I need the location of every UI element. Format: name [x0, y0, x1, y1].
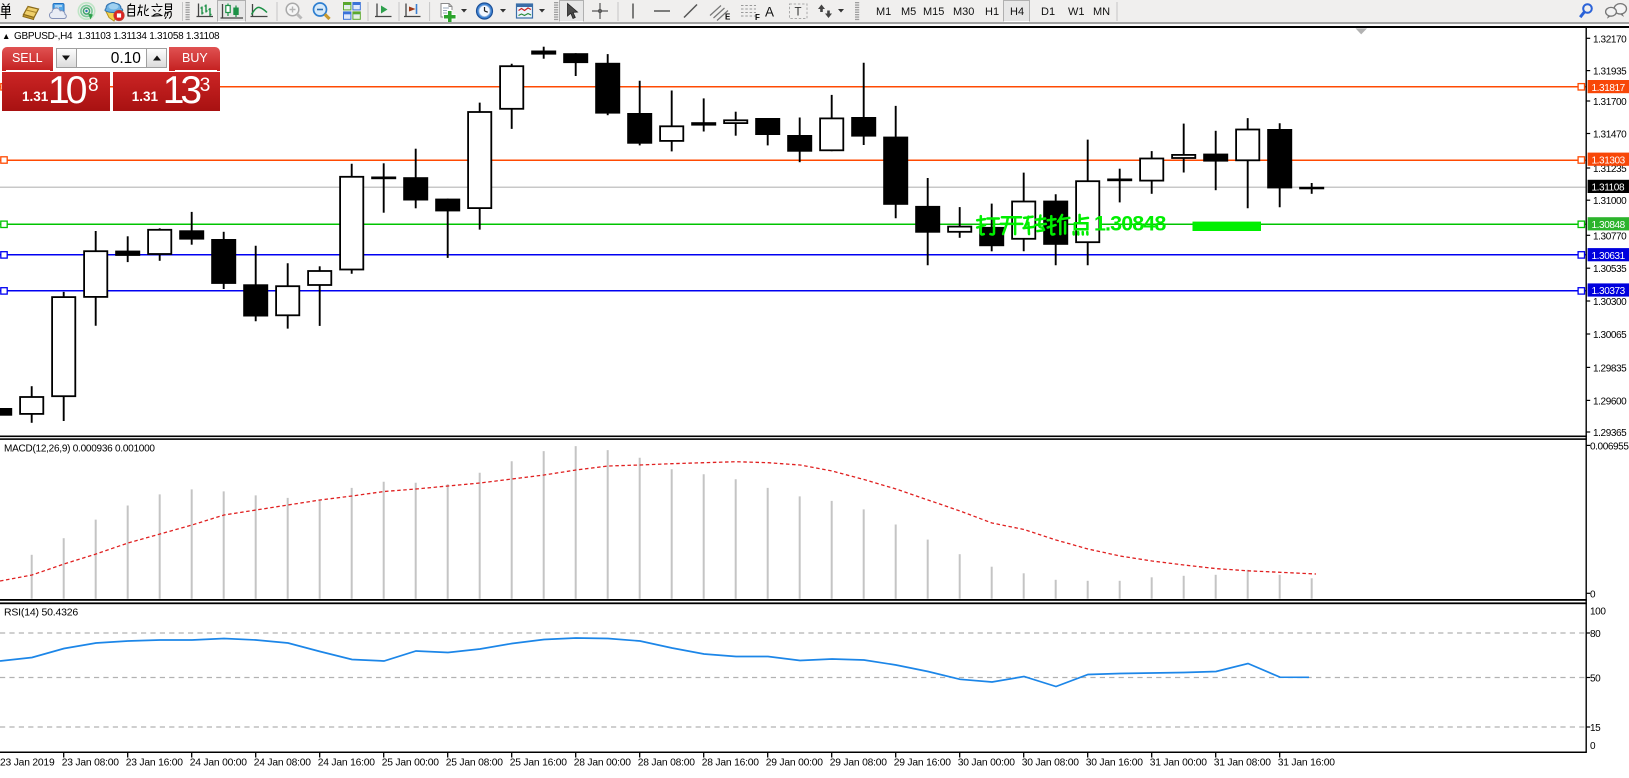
- svg-text:H1: H1: [985, 6, 999, 18]
- svg-text:24 Jan 08:00: 24 Jan 08:00: [254, 758, 312, 769]
- svg-text:A: A: [765, 5, 774, 20]
- svg-text:1.29600: 1.29600: [1593, 396, 1627, 407]
- svg-text:28 Jan 08:00: 28 Jan 08:00: [638, 758, 696, 769]
- svg-text:1.30535: 1.30535: [1593, 264, 1627, 275]
- svg-text:31 Jan 16:00: 31 Jan 16:00: [1278, 758, 1336, 769]
- svg-text:28 Jan 00:00: 28 Jan 00:00: [574, 758, 632, 769]
- svg-text:1.30065: 1.30065: [1593, 330, 1627, 341]
- svg-text:24 Jan 16:00: 24 Jan 16:00: [318, 758, 376, 769]
- svg-text:1.31935: 1.31935: [1593, 67, 1627, 78]
- svg-text:29 Jan 16:00: 29 Jan 16:00: [894, 758, 952, 769]
- svg-text:1.31108: 1.31108: [1592, 183, 1625, 194]
- svg-text:30 Jan 16:00: 30 Jan 16:00: [1086, 758, 1144, 769]
- svg-text:0: 0: [1590, 589, 1596, 600]
- svg-text:0: 0: [1590, 741, 1596, 752]
- svg-text:30 Jan 00:00: 30 Jan 00:00: [958, 758, 1016, 769]
- svg-text:1.30848: 1.30848: [1094, 212, 1166, 236]
- svg-text:29 Jan 00:00: 29 Jan 00:00: [766, 758, 824, 769]
- svg-text:M5: M5: [901, 6, 916, 18]
- svg-text:29 Jan 08:00: 29 Jan 08:00: [830, 758, 888, 769]
- svg-text:25 Jan 00:00: 25 Jan 00:00: [382, 758, 440, 769]
- svg-text:23 Jan 08:00: 23 Jan 08:00: [62, 758, 120, 769]
- svg-text:25 Jan 08:00: 25 Jan 08:00: [446, 758, 504, 769]
- svg-text:1.31235: 1.31235: [1593, 164, 1627, 175]
- svg-text:1.31700: 1.31700: [1593, 97, 1627, 108]
- svg-text:1.32170: 1.32170: [1593, 34, 1627, 45]
- svg-text:D1: D1: [1041, 6, 1055, 18]
- svg-text:M15: M15: [923, 6, 944, 18]
- svg-text:H4: H4: [1010, 6, 1024, 18]
- svg-text:24 Jan 00:00: 24 Jan 00:00: [190, 758, 248, 769]
- svg-text:50: 50: [1590, 674, 1601, 685]
- svg-text:80: 80: [1590, 629, 1601, 640]
- svg-text:1.31817: 1.31817: [1592, 83, 1626, 94]
- svg-text:T: T: [795, 7, 802, 19]
- svg-text:W1: W1: [1068, 6, 1085, 18]
- svg-text:23 Jan 16:00: 23 Jan 16:00: [126, 758, 184, 769]
- svg-text:1.29835: 1.29835: [1593, 363, 1627, 374]
- svg-text:25 Jan 16:00: 25 Jan 16:00: [510, 758, 568, 769]
- svg-text:MACD(12,26,9) 0.000936 0.00100: MACD(12,26,9) 0.000936 0.001000: [4, 443, 155, 454]
- svg-text:F: F: [755, 13, 760, 22]
- svg-text:31 Jan 00:00: 31 Jan 00:00: [1150, 758, 1208, 769]
- svg-text:0.006955: 0.006955: [1590, 441, 1629, 452]
- svg-text:1.30631: 1.30631: [1592, 251, 1626, 262]
- svg-text:1.29365: 1.29365: [1593, 428, 1627, 439]
- svg-text:M1: M1: [876, 6, 891, 18]
- svg-text:E: E: [725, 13, 731, 22]
- svg-text:1.30770: 1.30770: [1593, 231, 1627, 242]
- svg-text:1.30848: 1.30848: [1592, 220, 1626, 231]
- svg-text:28 Jan 16:00: 28 Jan 16:00: [702, 758, 760, 769]
- svg-text:1.31303: 1.31303: [1592, 155, 1626, 166]
- svg-text:1.31000: 1.31000: [1593, 196, 1627, 207]
- svg-text:30 Jan 08:00: 30 Jan 08:00: [1022, 758, 1080, 769]
- svg-text:RSI(14) 50.4326: RSI(14) 50.4326: [4, 607, 78, 619]
- svg-text:15: 15: [1590, 723, 1601, 734]
- svg-text:1.30300: 1.30300: [1593, 297, 1627, 308]
- svg-text:23 Jan 2019: 23 Jan 2019: [0, 758, 55, 769]
- svg-text:MN: MN: [1093, 6, 1110, 18]
- svg-text:M30: M30: [953, 6, 974, 18]
- svg-text:100: 100: [1590, 607, 1606, 618]
- svg-text:1.30373: 1.30373: [1592, 286, 1626, 297]
- svg-text:1.31470: 1.31470: [1593, 130, 1627, 141]
- svg-text:31 Jan 08:00: 31 Jan 08:00: [1214, 758, 1272, 769]
